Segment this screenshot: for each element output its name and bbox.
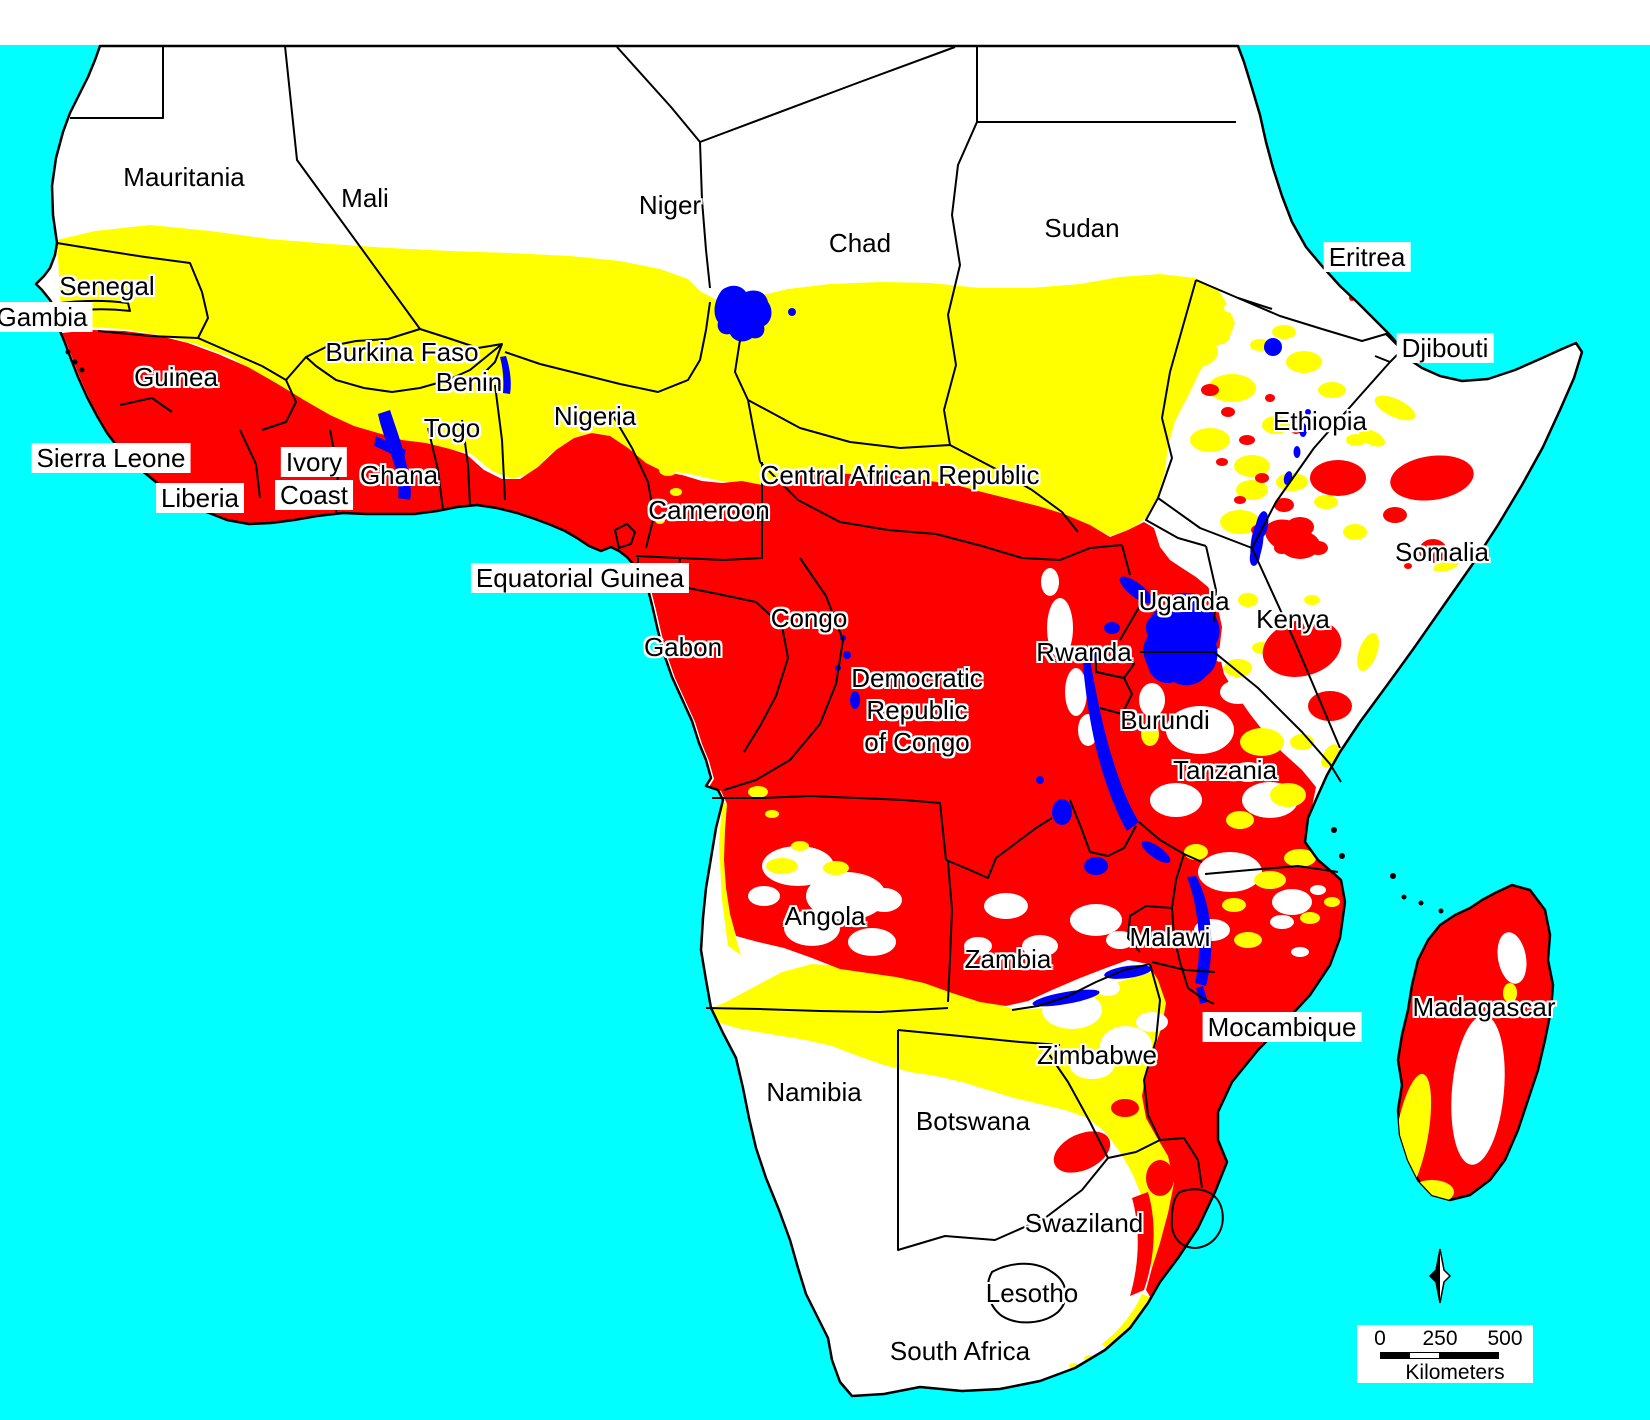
lake-bangweulu	[1084, 857, 1108, 875]
lake-tana	[1264, 338, 1282, 356]
bioko-island	[613, 522, 637, 550]
scale-tick-500: 500	[1487, 1327, 1523, 1350]
madagascar-yellow-east	[1503, 983, 1517, 1003]
label-sudan: Sudan	[1044, 213, 1120, 243]
label-zimbabwe: Zimbabwe	[1037, 1040, 1157, 1070]
label-democratic-republic-of-congo-line2: Republic	[866, 695, 968, 725]
label-uganda: Uganda	[1138, 586, 1230, 616]
lake-albert	[1119, 576, 1153, 604]
label-angola: Angola	[784, 901, 866, 931]
madagascar-white-highlands	[1451, 1015, 1505, 1165]
label-ivory-coast-line1: Ivory	[280, 447, 348, 477]
scale-segment-2	[1409, 1352, 1440, 1359]
label-swaziland: Swaziland	[1024, 1208, 1144, 1238]
label-zambia: Zambia	[964, 944, 1052, 974]
label-liberia: Liberia	[155, 483, 245, 513]
label-chad: Chad	[828, 228, 892, 258]
scale-tick-0: 0	[1374, 1327, 1386, 1350]
label-ghana: Ghana	[359, 460, 439, 490]
lake-kyoga	[1172, 592, 1204, 604]
bijagos-islands	[65, 349, 85, 373]
zanzibar-islands	[1331, 827, 1345, 859]
label-democratic-republic-of-congo-line3: of Congo	[864, 727, 970, 757]
label-senegal: Senegal	[59, 271, 155, 301]
label-somalia: Somalia	[1395, 537, 1489, 567]
scale-unit-label: Kilometers	[1405, 1361, 1505, 1384]
top-margin-band	[0, 0, 1650, 45]
label-cameroon: Cameroon	[648, 495, 770, 525]
lake-volta-arm	[374, 436, 406, 460]
scale-tick-250: 250	[1422, 1327, 1458, 1350]
label-benin: Benin	[435, 367, 503, 397]
label-mali: Mali	[341, 183, 389, 213]
label-namibia: Namibia	[766, 1077, 862, 1107]
lake-mweru	[1052, 799, 1072, 825]
scale-ruler	[1380, 1352, 1499, 1359]
label-kenya: Kenya	[1256, 604, 1330, 634]
scale-bar: 0 250 500 Kilometers	[1357, 1325, 1533, 1384]
lake-fitri	[788, 308, 796, 316]
comoros-islands	[1390, 873, 1444, 914]
white-clearings	[748, 303, 1326, 1096]
lakes	[374, 285, 1311, 1007]
country-borders	[53, 45, 1403, 1324]
label-malawi: Malawi	[1129, 922, 1211, 952]
lake-chad	[714, 285, 772, 342]
southern-yellow-zone	[703, 964, 1200, 1305]
label-ethiopia: Ethiopia	[1273, 406, 1367, 436]
label-eritrea: Eritrea	[1323, 242, 1411, 272]
lake-edward	[1104, 622, 1120, 634]
endemic-red-zone	[62, 330, 1347, 1300]
lake-kainji	[500, 356, 511, 394]
label-burkina-faso: Burkina Faso	[325, 337, 479, 367]
label-mauritania: Mauritania	[123, 162, 245, 192]
label-burundi: Burundi	[1120, 705, 1210, 735]
label-democratic-republic-of-congo-line1: Democratic	[851, 663, 983, 693]
label-central-african-republic: Central African Republic	[760, 460, 1040, 490]
scale-segment-3	[1440, 1352, 1499, 1359]
label-niger: Niger	[638, 190, 702, 220]
label-djibouti: Djibouti	[1396, 333, 1494, 363]
southeast-coast-yellow	[1102, 1294, 1152, 1352]
yellow-speckles	[562, 312, 1459, 1369]
label-lesotho: Lesotho	[985, 1278, 1079, 1308]
lake-victoria	[1143, 601, 1220, 686]
label-rwanda: Rwanda	[1036, 637, 1132, 667]
label-madagascar: Madagascar	[1412, 992, 1556, 1022]
lake-tanganyika	[1083, 660, 1139, 831]
lake-mai-ndombe	[850, 691, 860, 709]
label-guinea: Guinea	[134, 362, 218, 392]
label-mocambique: Mocambique	[1202, 1012, 1362, 1042]
label-ivory-coast-line2: Coast	[275, 480, 353, 510]
red-speckles	[1053, 279, 1474, 1296]
sahel-yellow-zone	[57, 225, 1235, 536]
label-sierra-leone: Sierra Leone	[31, 443, 191, 473]
lake-cahora-bassa	[1104, 965, 1152, 979]
lake-malawi	[1187, 876, 1212, 986]
label-gabon: Gabon	[643, 632, 723, 662]
label-south-africa: South Africa	[889, 1336, 1031, 1366]
lake-rukwa	[1141, 841, 1171, 863]
label-tanzania: Tanzania	[1172, 755, 1278, 785]
label-equatorial-guinea: Equatorial Guinea	[470, 563, 690, 593]
label-congo: Congo	[770, 603, 848, 633]
label-gambia: Gambia	[0, 302, 93, 332]
madagascar-white-north	[1497, 932, 1527, 984]
label-botswana: Botswana	[915, 1106, 1031, 1136]
label-togo: Togo	[423, 413, 481, 443]
north-arrow-icon	[1428, 1248, 1452, 1304]
label-nigeria: Nigeria	[553, 401, 637, 431]
scale-segment-1	[1380, 1352, 1409, 1359]
